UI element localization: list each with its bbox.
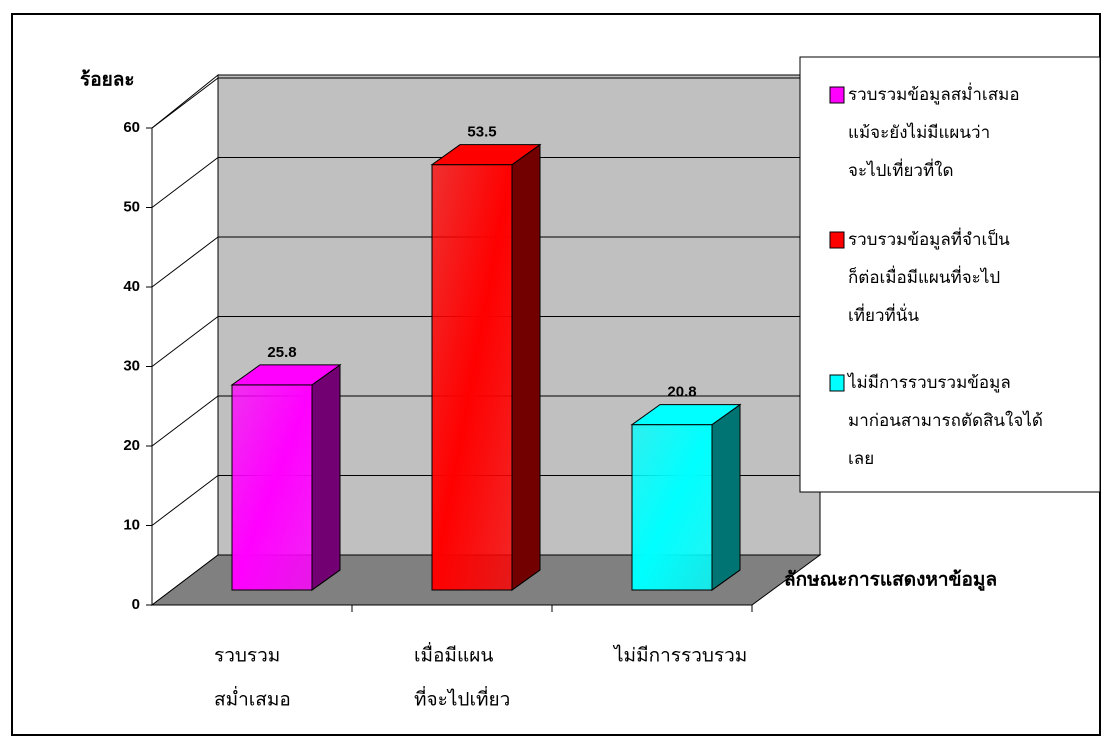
y-tick-label: 40 (123, 278, 140, 295)
y-tick-label: 60 (123, 119, 140, 136)
bar-front (231, 384, 313, 591)
bar-top (430, 144, 542, 166)
legend-swatch (829, 86, 845, 104)
y-tick-label: 30 (123, 357, 140, 374)
x-tick-label: ไม่มีการรวบรวม (612, 645, 747, 667)
bar-top (230, 364, 342, 386)
legend-label: จะไปเที่ยวที่ใด (848, 158, 954, 181)
y-tick-label: 10 (123, 516, 140, 533)
x-tick-label: ที่จะไปเที่ยว (414, 686, 510, 711)
bar-top (630, 404, 742, 426)
grid-line (151, 77, 219, 129)
y-axis-title: ร้อยละ (80, 69, 135, 91)
bar-side-shade (311, 363, 341, 591)
bar-side-shade (711, 403, 741, 591)
legend-label: ก็ต่อเมื่อมีแผนที่จะไป (848, 265, 1000, 288)
x-tick-label: เมื่อมีแผน (414, 642, 493, 667)
bar-front (631, 424, 713, 591)
legend-swatch (829, 231, 845, 249)
bar-front (431, 164, 513, 591)
x-axis-title: ลักษณะการแสดงหาข้อมูล (784, 569, 997, 592)
grid-line (151, 316, 219, 367)
value-label: 53.5 (467, 124, 496, 141)
grid-line (151, 475, 219, 526)
legend-label: เลย (848, 449, 874, 469)
y-tick-label: 20 (123, 437, 140, 454)
side-wall (151, 73, 219, 607)
legend-label: แม้จะยังไม่มีแผนว่า (848, 122, 990, 143)
legend-label: รวบรวมข้อมูลที่จำเป็น (848, 227, 1010, 250)
x-tick-label: สม่ำเสมอ (214, 686, 291, 711)
bar-side-shade (511, 143, 541, 591)
grid-line (151, 157, 219, 208)
legend-label: ไม่มีการรวบรวมข้อมูล (846, 372, 1011, 393)
legend-box (799, 56, 1101, 493)
legend-swatch (829, 374, 845, 392)
y-tick-label: 0 (132, 596, 140, 613)
grid-line (151, 236, 219, 288)
x-tick-label: รวบรวม (214, 645, 280, 667)
legend-label: เที่ยวที่นั่น (848, 303, 919, 326)
y-tick-label: 50 (123, 198, 140, 215)
legend-label: รวบรวมข้อมูลสม่ำเสมอ (848, 82, 1020, 105)
value-label: 20.8 (667, 384, 696, 401)
value-label: 25.8 (267, 344, 296, 361)
legend-label: มาก่อนสามารถตัดสินใจได้ (848, 410, 1043, 431)
grid-line (151, 395, 219, 447)
